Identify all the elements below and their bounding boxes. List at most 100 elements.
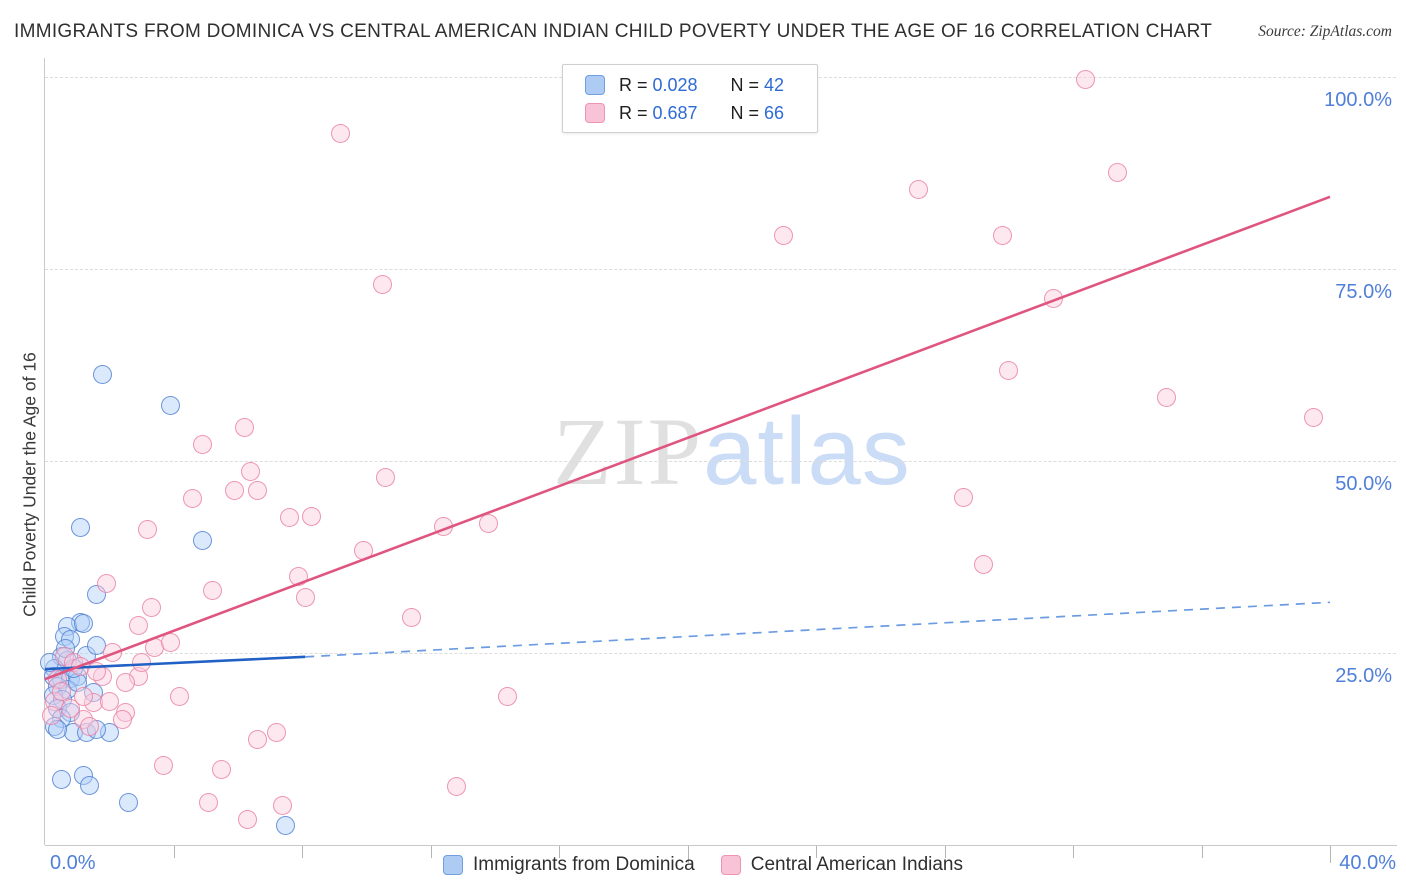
scatter-point-pink[interactable] <box>61 698 81 718</box>
scatter-point-pink[interactable] <box>247 481 267 501</box>
scatter-point-pink[interactable] <box>141 598 161 618</box>
scatter-point-pink[interactable] <box>433 516 453 536</box>
scatter-point-pink[interactable] <box>41 706 61 726</box>
pink-swatch-icon <box>585 103 605 123</box>
scatter-point-pink[interactable] <box>202 581 222 601</box>
scatter-point-pink[interactable] <box>96 574 116 594</box>
x-tick-16 <box>559 846 560 858</box>
x-tick-12 <box>430 846 432 858</box>
scatter-point-pink[interactable] <box>99 691 119 711</box>
scatter-point-pink[interactable] <box>131 652 151 672</box>
scatter-point-pink[interactable] <box>51 681 71 701</box>
correlation-legend-box: R = 0.028 N = 42 R = 0.687 N = 66 <box>562 64 818 133</box>
x-axis-min-label: 0.0% <box>50 852 96 874</box>
blue-swatch-icon <box>443 855 463 875</box>
scatter-point-pink[interactable] <box>241 462 261 482</box>
scatter-point-pink[interactable] <box>295 588 315 608</box>
scatter-point-blue[interactable] <box>74 613 94 633</box>
scatter-point-pink[interactable] <box>289 566 309 586</box>
scatter-point-blue[interactable] <box>160 396 180 416</box>
blue-swatch-icon <box>585 75 605 95</box>
legend-item-label: Central American Indians <box>750 854 963 875</box>
x-tick-32 <box>1073 846 1074 858</box>
legend-item-dominica: Immigrants from Dominica <box>443 854 695 876</box>
y-tick-label-25: 25.0% <box>1335 665 1392 687</box>
scatter-point-pink[interactable] <box>170 687 190 707</box>
legend-row-text: R = 0.687 N = 66 <box>619 102 785 123</box>
y-tick-label-50: 50.0% <box>1335 473 1392 495</box>
watermark-atlas: atlas <box>703 398 911 505</box>
scatter-point-pink[interactable] <box>160 632 180 652</box>
scatter-point-blue[interactable] <box>80 776 100 796</box>
scatter-point-pink[interactable] <box>128 615 148 635</box>
scatter-point-pink[interactable] <box>446 777 466 797</box>
watermark-zip: ZIP <box>553 398 703 505</box>
scatter-point-blue[interactable] <box>70 518 90 538</box>
y-axis-line <box>44 58 45 845</box>
scatter-point-pink[interactable] <box>225 481 245 501</box>
scatter-point-pink[interactable] <box>273 796 293 816</box>
legend-row-text: R = 0.028 N = 42 <box>619 74 785 95</box>
scatter-point-pink[interactable] <box>909 180 929 200</box>
scatter-point-blue[interactable] <box>51 770 71 790</box>
scatter-point-pink[interactable] <box>302 506 322 526</box>
scatter-point-pink[interactable] <box>992 226 1012 246</box>
scatter-point-pink[interactable] <box>478 513 498 533</box>
scatter-point-pink[interactable] <box>192 435 212 455</box>
x-axis-line <box>45 845 1397 846</box>
x-tick-20 <box>687 846 689 863</box>
legend-row-dominica: R = 0.028 N = 42 <box>585 74 784 96</box>
y-tick-label-100: 100.0% <box>1324 89 1392 111</box>
scatter-point-pink[interactable] <box>266 722 286 742</box>
scatter-point-pink[interactable] <box>999 360 1019 380</box>
pink-swatch-icon <box>720 855 741 875</box>
scatter-point-pink[interactable] <box>1108 162 1128 182</box>
scatter-point-pink[interactable] <box>154 755 174 775</box>
scatter-point-pink[interactable] <box>80 717 100 737</box>
scatter-point-pink[interactable] <box>138 519 158 539</box>
scatter-point-pink[interactable] <box>353 541 373 561</box>
scatter-point-pink[interactable] <box>376 468 396 488</box>
x-tick-40 <box>1330 846 1331 863</box>
scatter-point-pink[interactable] <box>498 687 518 707</box>
scatter-point-pink[interactable] <box>115 673 135 693</box>
scatter-point-pink[interactable] <box>102 642 122 662</box>
scatter-point-pink[interactable] <box>199 793 219 813</box>
scatter-point-blue[interactable] <box>93 365 113 385</box>
scatter-point-pink[interactable] <box>212 760 232 780</box>
x-axis-max-label: 40.0% <box>1339 852 1396 874</box>
y-axis-title: Child Poverty Under the Age of 16 <box>19 352 40 617</box>
scatter-point-pink[interactable] <box>279 508 299 528</box>
legend-item-label: Immigrants from Dominica <box>473 854 695 875</box>
scatter-point-pink[interactable] <box>372 274 392 294</box>
scatter-point-blue[interactable] <box>192 531 212 551</box>
scatter-point-blue[interactable] <box>276 815 296 835</box>
x-tick-24 <box>816 846 817 858</box>
blue-trend-line-dashed <box>305 601 1331 658</box>
scatter-point-pink[interactable] <box>247 730 267 750</box>
scatter-point-pink[interactable] <box>1076 69 1096 89</box>
x-tick-4 <box>173 846 175 858</box>
scatter-point-pink[interactable] <box>1044 289 1064 309</box>
scatter-point-pink[interactable] <box>954 488 974 508</box>
scatter-point-pink[interactable] <box>1304 407 1324 427</box>
x-tick-8 <box>302 846 303 858</box>
scatter-point-pink[interactable] <box>973 555 993 575</box>
gridline-25 <box>45 653 1396 654</box>
page-title: IMMIGRANTS FROM DOMINICA VS CENTRAL AMER… <box>14 21 1213 42</box>
scatter-point-pink[interactable] <box>86 661 106 681</box>
y-tick-label-75: 75.0% <box>1335 281 1392 303</box>
series-legend: Immigrants from Dominica Central America… <box>0 851 1406 879</box>
scatter-point-pink[interactable] <box>74 687 94 707</box>
scatter-point-blue[interactable] <box>119 793 139 813</box>
scatter-point-pink[interactable] <box>774 226 794 246</box>
scatter-point-pink[interactable] <box>112 710 132 730</box>
source-link[interactable]: Source: ZipAtlas.com <box>1258 23 1392 40</box>
scatter-point-pink[interactable] <box>331 123 351 143</box>
scatter-point-pink[interactable] <box>401 608 421 628</box>
scatter-point-pink[interactable] <box>237 810 257 830</box>
scatter-point-pink[interactable] <box>183 489 203 509</box>
scatter-point-pink[interactable] <box>234 417 254 437</box>
scatter-point-pink[interactable] <box>1156 387 1176 407</box>
